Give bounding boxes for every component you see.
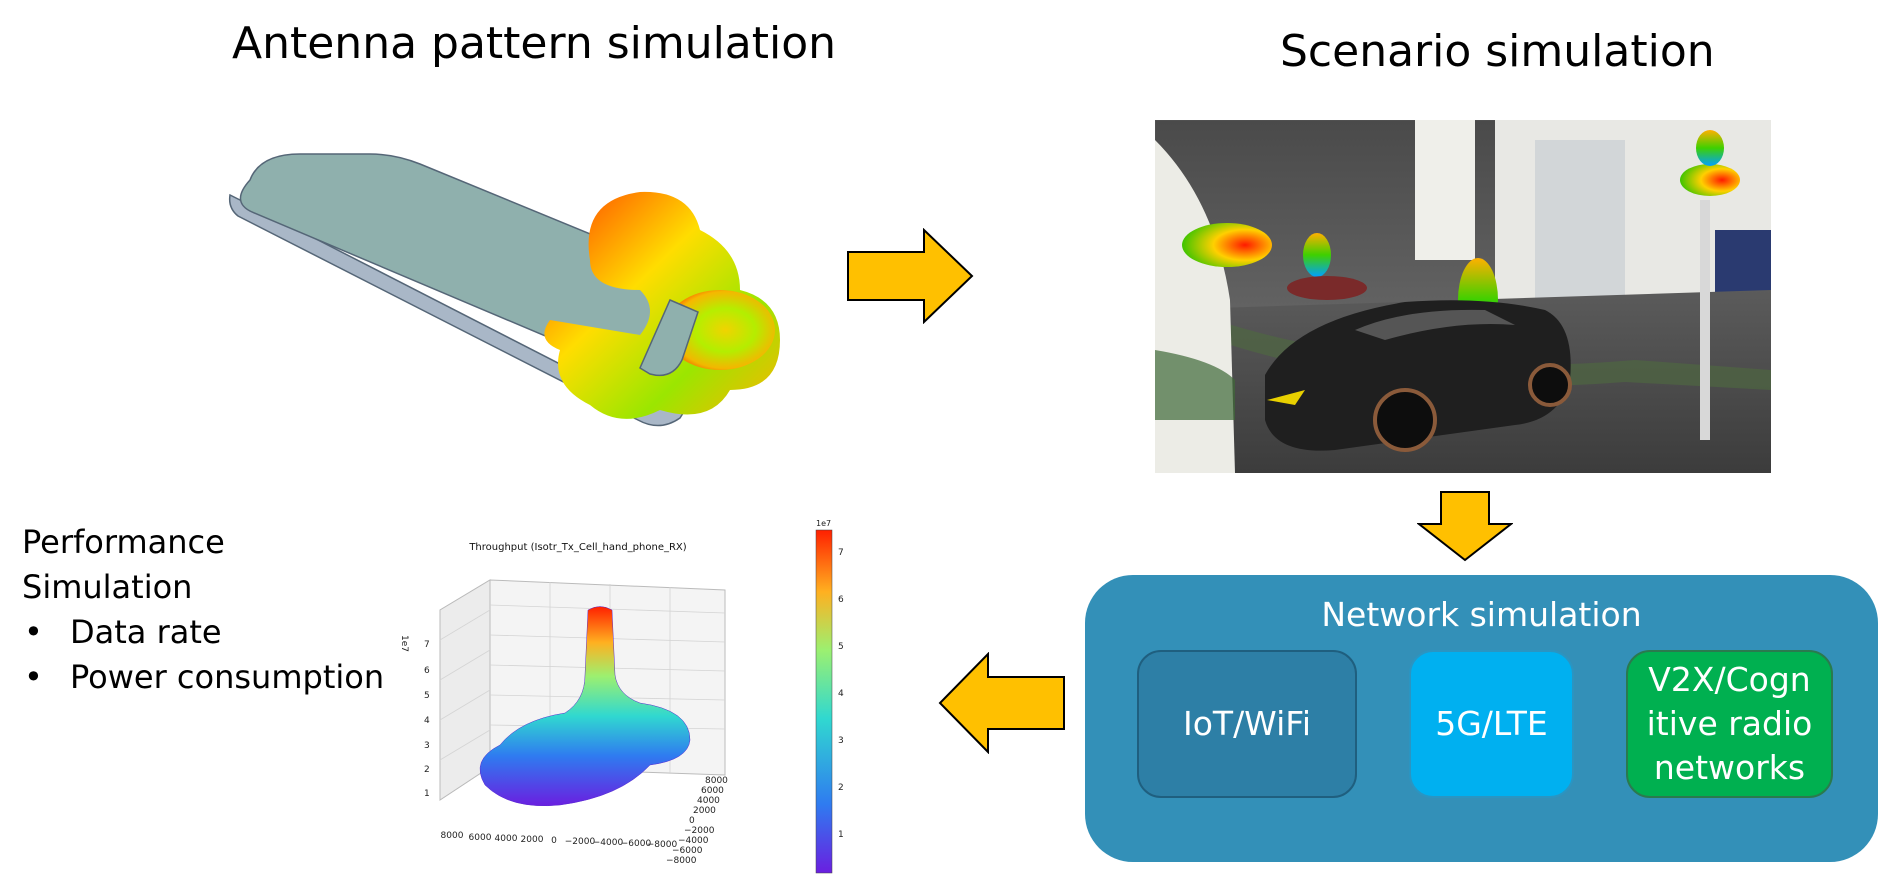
scenario-simulation-title: Scenario simulation	[1280, 26, 1715, 77]
y-tick-label: 6000	[701, 786, 724, 796]
colorbar-exponent: 1e7	[816, 519, 831, 528]
z-tick-label: 6	[424, 666, 430, 676]
x-tick-label: 4000	[495, 834, 518, 844]
z-axis-exponent: 1e7	[399, 635, 409, 652]
colorbar-tick-label: 6	[838, 595, 844, 605]
y-tick-label: 2000	[693, 806, 716, 816]
x-tick-label: 8000	[441, 831, 464, 841]
x-tick-label: 2000	[521, 835, 544, 845]
z-tick-label: 2	[424, 765, 430, 775]
v2x-cognitive-radio-box: V2X/Cogn itive radio networks	[1626, 650, 1833, 798]
x-tick-label: −2000	[565, 837, 596, 847]
colorbar-tick-label: 4	[838, 689, 844, 699]
left-arrow-icon	[938, 652, 1065, 754]
x-axis-ticks: 8000 6000 4000 2000 0 −2000 −4000 −6000 …	[441, 831, 678, 850]
y-tick-label: 4000	[697, 796, 720, 806]
y-tick-label: −2000	[684, 826, 715, 836]
right-arrow-icon	[847, 228, 974, 324]
x-tick-label: 0	[551, 836, 557, 846]
colorbar-tick-label: 5	[838, 642, 844, 652]
z-tick-label: 4	[424, 716, 430, 726]
colorbar-tick-label: 3	[838, 736, 844, 746]
performance-simulation-text: Performance Simulation Data rate Power c…	[22, 520, 384, 700]
x-tick-label: −8000	[647, 840, 678, 850]
colorbar-tick-label: 2	[838, 783, 844, 793]
colorbar-tick-label: 7	[838, 548, 844, 558]
x-tick-label: 6000	[469, 833, 492, 843]
antenna-pattern-illustration	[228, 153, 780, 427]
y-tick-label: −4000	[678, 836, 709, 846]
network-simulation-panel: Network simulation IoT/WiFi 5G/LTE V2X/C…	[1085, 575, 1878, 862]
x-tick-label: −6000	[621, 839, 652, 849]
plot-title: Throughput (Isotr_Tx_Cell_hand_phone_RX)	[468, 542, 686, 553]
y-tick-label: −8000	[666, 856, 697, 865]
colorbar-tick-label: 1	[838, 830, 844, 840]
colorbar-ticks: 1 2 3 4 5 6 7	[838, 548, 844, 840]
throughput-3d-plot: Throughput (Isotr_Tx_Cell_hand_phone_RX)…	[399, 542, 728, 865]
throughput-surface	[479, 606, 691, 807]
5g-lte-box: 5G/LTE	[1409, 650, 1574, 798]
y-tick-label: 8000	[705, 776, 728, 786]
performance-list: Data rate Power consumption	[22, 610, 384, 700]
down-arrow-icon	[1417, 491, 1513, 562]
z-tick-label: 1	[424, 789, 430, 799]
network-simulation-title: Network simulation	[1321, 595, 1642, 634]
scenario-render-image	[1155, 120, 1771, 473]
list-item-power-consumption: Power consumption	[22, 655, 384, 700]
z-tick-label: 3	[424, 741, 430, 751]
y-axis-ticks: 8000 6000 4000 2000 0 −2000 −4000 −6000 …	[666, 776, 728, 865]
list-item-data-rate: Data rate	[22, 610, 384, 655]
colorbar: 1e7 1 2 3 4 5 6 7	[815, 519, 844, 874]
z-tick-label: 5	[424, 691, 430, 701]
z-tick-label: 7	[424, 640, 430, 650]
x-tick-label: −4000	[593, 838, 624, 848]
y-tick-label: −6000	[672, 846, 703, 856]
z-axis-ticks: 1 2 3 4 5 6 7	[424, 640, 430, 799]
y-tick-label: 0	[689, 816, 695, 826]
performance-heading-line1: Performance	[22, 523, 225, 561]
antenna-pattern-title: Antenna pattern simulation	[232, 18, 837, 69]
performance-heading-line2: Simulation	[22, 568, 193, 606]
iot-wifi-box: IoT/WiFi	[1137, 650, 1357, 798]
